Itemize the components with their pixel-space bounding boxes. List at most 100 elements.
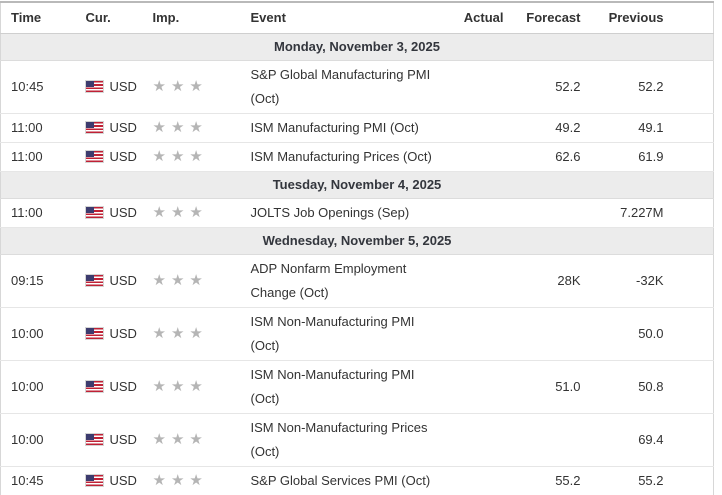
event-alert-cell (671, 360, 714, 414)
event-time: 10:00 (0, 413, 76, 467)
currency-label: USD (109, 204, 137, 220)
us-flag-icon (84, 150, 104, 163)
event-actual (458, 360, 512, 414)
event-row: 11:00 USD ★★★ ISM Manufacturing Prices (Oct… (0, 142, 714, 172)
us-flag-icon (84, 380, 104, 393)
event-link[interactable]: JOLTS Job Openings (Sep) (250, 204, 410, 220)
event-currency: USD (75, 254, 143, 308)
event-link[interactable]: ISM Manufacturing Prices (Oct) (250, 148, 432, 164)
event-forecast: 52.2 (511, 60, 589, 114)
event-previous: 69.4 (588, 413, 672, 467)
event-currency: USD (75, 198, 143, 228)
importance-stars-icon: ★★★ (152, 271, 208, 289)
event-forecast (511, 307, 589, 361)
event-currency: USD (75, 60, 143, 114)
event-time: 10:00 (0, 307, 76, 361)
importance-stars-icon: ★★★ (152, 377, 208, 395)
importance-stars-icon: ★★★ (152, 77, 208, 95)
event-actual (458, 413, 512, 467)
event-link[interactable]: ISM Non-Manufacturing PMI (Oct) (250, 366, 415, 406)
event-importance: ★★★ (142, 142, 241, 172)
currency-wrap: USD (84, 202, 143, 224)
event-actual (458, 254, 512, 308)
event-actual (458, 466, 512, 495)
currency-wrap: USD (84, 146, 143, 168)
currency-label: USD (109, 148, 137, 164)
event-link[interactable]: S&P Global Manufacturing PMI (Oct) (250, 66, 431, 106)
us-flag-icon (84, 433, 104, 446)
event-importance: ★★★ (142, 307, 241, 361)
currency-wrap: USD (84, 270, 143, 292)
currency-label: USD (109, 431, 137, 447)
event-importance: ★★★ (142, 254, 241, 308)
event-previous: -32K (588, 254, 672, 308)
event-row: 11:00 USD ★★★ JOLTS Job Openings (Sep) 7.227… (0, 198, 714, 228)
us-flag-icon (84, 274, 104, 287)
event-actual (458, 113, 512, 143)
event-link[interactable]: S&P Global Services PMI (Oct) (250, 472, 431, 488)
day-header-label: Tuesday, November 4, 2025 (0, 170, 714, 199)
event-name-cell: JOLTS Job Openings (Sep) (240, 198, 459, 228)
event-currency: USD (75, 113, 143, 143)
event-actual (458, 142, 512, 172)
currency-wrap: USD (84, 323, 143, 345)
event-importance: ★★★ (142, 360, 241, 414)
event-row: 11:00 USD ★★★ ISM Manufacturing PMI (Oct) 49… (0, 113, 714, 143)
column-header-forecast: Forecast (511, 2, 589, 34)
event-importance: ★★★ (142, 466, 241, 495)
event-forecast (511, 198, 589, 228)
event-name-cell: ISM Non-Manufacturing PMI (Oct) (240, 307, 459, 361)
event-link[interactable]: ISM Non-Manufacturing PMI (Oct) (250, 313, 415, 353)
importance-stars-icon: ★★★ (152, 471, 208, 489)
event-link[interactable]: ISM Non-Manufacturing Prices (Oct) (250, 419, 428, 459)
event-previous: 50.8 (588, 360, 672, 414)
currency-label: USD (109, 78, 137, 94)
event-name-cell: ISM Manufacturing Prices (Oct) (240, 142, 459, 172)
column-header-actual: Actual (458, 2, 512, 34)
event-previous: 52.2 (588, 60, 672, 114)
event-forecast: 51.0 (511, 360, 589, 414)
event-name-cell: ISM Manufacturing PMI (Oct) (240, 113, 459, 143)
event-name-cell: ISM Non-Manufacturing Prices (Oct) (240, 413, 459, 467)
event-forecast: 55.2 (511, 466, 589, 495)
event-alert-cell (671, 307, 714, 361)
us-flag-icon (84, 474, 104, 487)
event-link[interactable]: ISM Manufacturing PMI (Oct) (250, 119, 419, 135)
column-header-importance: Imp. (142, 2, 241, 34)
currency-wrap: USD (84, 76, 143, 98)
day-header-row: Tuesday, November 4, 2025 (0, 170, 714, 199)
header-row: Time Cur. Imp. Event Actual Forecast Pre… (0, 2, 714, 34)
event-forecast: 62.6 (511, 142, 589, 172)
currency-label: USD (109, 325, 137, 341)
currency-label: USD (109, 472, 137, 488)
event-time: 11:00 (0, 142, 76, 172)
event-importance: ★★★ (142, 198, 241, 228)
us-flag-icon (84, 80, 104, 93)
event-forecast: 28K (511, 254, 589, 308)
event-time: 09:15 (0, 254, 76, 308)
day-header-row: Monday, November 3, 2025 (0, 32, 714, 61)
event-forecast (511, 413, 589, 467)
column-header-event: Event (240, 2, 459, 34)
event-currency: USD (75, 307, 143, 361)
event-alert-cell (671, 466, 714, 495)
event-row: 09:15 USD ★★★ ADP Nonfarm Employment Change… (0, 254, 714, 308)
day-header-row: Wednesday, November 5, 2025 (0, 226, 714, 255)
event-link[interactable]: ADP Nonfarm Employment Change (Oct) (250, 260, 407, 300)
event-alert-cell (671, 198, 714, 228)
importance-stars-icon: ★★★ (152, 147, 208, 165)
us-flag-icon (84, 206, 104, 219)
event-actual (458, 307, 512, 361)
event-currency: USD (75, 466, 143, 495)
event-time: 10:00 (0, 360, 76, 414)
event-row: 10:45 USD ★★★ S&P Global Manufacturing PMI … (0, 60, 714, 114)
event-alert-cell (671, 113, 714, 143)
currency-wrap: USD (84, 429, 143, 451)
event-alert-cell (671, 60, 714, 114)
event-time: 11:00 (0, 113, 76, 143)
importance-stars-icon: ★★★ (152, 203, 208, 221)
event-actual (458, 60, 512, 114)
event-previous: 55.2 (588, 466, 672, 495)
